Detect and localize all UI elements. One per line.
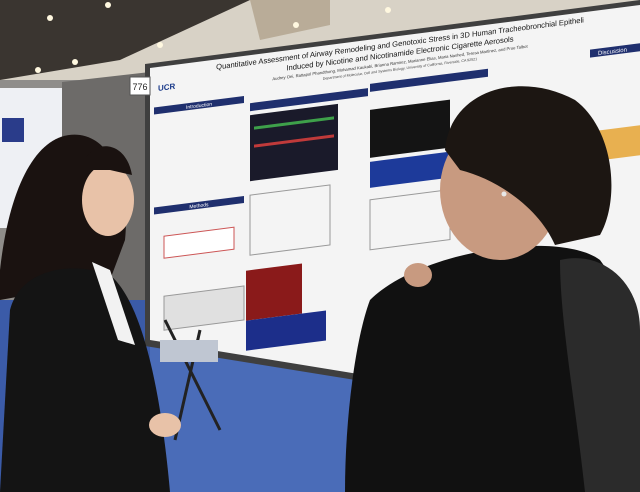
section-bar xyxy=(154,195,244,215)
section-bar xyxy=(590,41,640,58)
person-left xyxy=(0,134,181,492)
board-number: 776 xyxy=(132,82,147,92)
background-poster-figure xyxy=(2,118,24,142)
section-header: Introduction xyxy=(186,102,212,111)
microscopy-figure xyxy=(254,134,334,148)
ceiling-panel xyxy=(250,0,330,40)
board-number-tag xyxy=(129,76,151,96)
method-photo xyxy=(163,285,245,331)
microscopy-figure xyxy=(254,116,334,130)
microscopy-figure xyxy=(370,151,450,188)
ceiling-lights xyxy=(35,2,391,73)
chair-seat xyxy=(160,340,218,362)
section-header: Discussion xyxy=(598,47,627,57)
method-diagram xyxy=(163,226,235,259)
bar-chart xyxy=(249,184,331,256)
person-right xyxy=(345,86,640,492)
section-header: Methods xyxy=(189,202,209,210)
microscopy-figure xyxy=(246,310,326,351)
section-bar xyxy=(154,95,244,115)
figure-bar xyxy=(250,88,368,112)
figure-bar xyxy=(370,68,488,92)
ceiling-truss xyxy=(0,0,250,80)
logo: UCR xyxy=(158,82,176,93)
microscopy-figure xyxy=(370,99,450,158)
microscopy-figure xyxy=(246,263,302,321)
